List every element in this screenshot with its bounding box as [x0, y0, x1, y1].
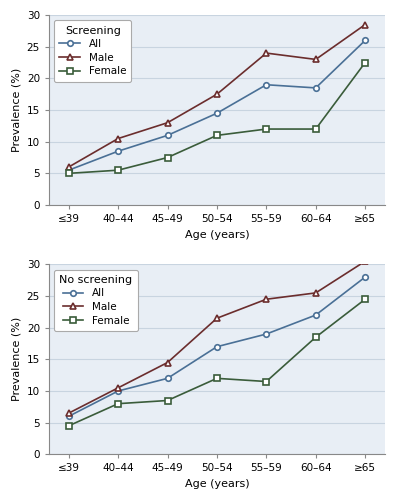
Y-axis label: Prevalence (%): Prevalence (%) [11, 317, 21, 402]
Y-axis label: Prevalence (%): Prevalence (%) [11, 68, 21, 152]
X-axis label: Age (years): Age (years) [185, 479, 249, 489]
Legend: All, Male, Female: All, Male, Female [54, 270, 138, 331]
X-axis label: Age (years): Age (years) [185, 230, 249, 239]
Legend: All, Male, Female: All, Male, Female [54, 20, 131, 82]
